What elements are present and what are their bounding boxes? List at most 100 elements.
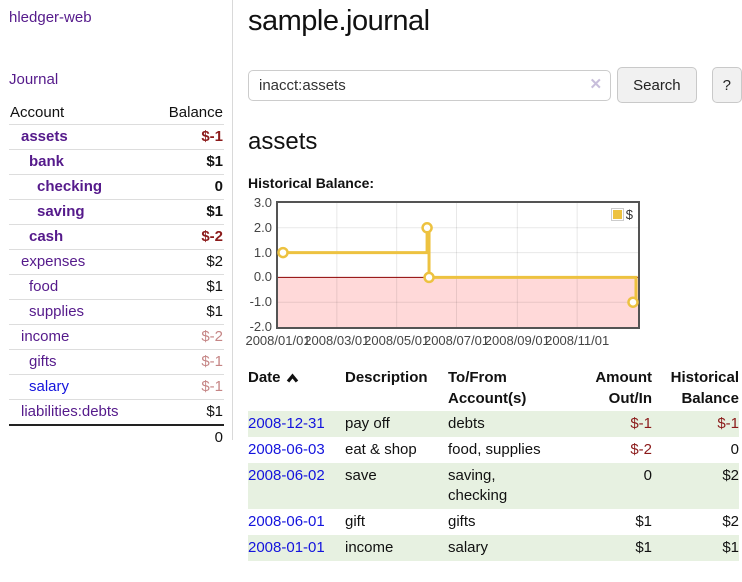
account-link[interactable]: saving xyxy=(37,203,85,220)
account-row: salary $-1 xyxy=(9,374,224,400)
account-column-header: Account xyxy=(10,104,65,121)
app-title-link[interactable]: hledger-web xyxy=(9,9,92,26)
account-cell: cash xyxy=(9,224,152,250)
register-description-cell: pay off xyxy=(345,415,390,432)
account-balance: $-2 xyxy=(151,324,224,350)
account-row: liabilities:debts $1 xyxy=(9,399,224,425)
register-row: 2008-01-01 income salary $1 $1 xyxy=(248,535,739,561)
register-description-cell: income xyxy=(345,539,394,556)
x-axis-tick-label: 2008/09/01 xyxy=(484,333,550,348)
account-link[interactable]: liabilities:debts xyxy=(21,403,119,420)
register-amount-cell: $1 xyxy=(635,539,652,556)
search-form: ✕ Search ? xyxy=(248,67,742,103)
x-axis-tick-label: 2008/07/01 xyxy=(423,333,490,348)
account-link[interactable]: salary xyxy=(29,378,70,395)
register-balance-cell: $1 xyxy=(722,539,739,556)
help-button[interactable]: ? xyxy=(711,67,742,103)
y-axis-tick-label: -2.0 xyxy=(249,319,272,334)
sidebar: hledger-web Journal Account Balance asse… xyxy=(0,0,233,450)
account-balance: $-1 xyxy=(151,124,224,150)
transaction-date-link[interactable]: 2008-12-31 xyxy=(248,415,325,432)
transaction-date-link[interactable]: 2008-01-01 xyxy=(248,539,325,556)
register-row: 2008-06-03 eat & shop food, supplies $-2 0 xyxy=(248,437,739,463)
register-accounts-cell: food, supplies xyxy=(448,441,541,458)
main-panel: sample.journal ✕ Search ? assets Histori… xyxy=(245,0,742,561)
account-link[interactable]: income xyxy=(21,328,70,345)
account-cell: supplies xyxy=(9,299,152,325)
register-row: 2008-06-02 save saving, checking 0 $2 xyxy=(248,463,739,509)
page-title: sample.journal xyxy=(248,5,430,37)
register-accounts-cell: salary xyxy=(448,539,489,556)
account-cell: food xyxy=(9,274,152,300)
account-total-row: 0 xyxy=(9,424,224,450)
account-row: bank $1 xyxy=(9,149,224,175)
register-description-cell: save xyxy=(345,467,377,484)
account-balance: $-2 xyxy=(151,224,224,250)
clear-search-icon[interactable]: ✕ xyxy=(589,75,603,93)
register-header-description: Description xyxy=(345,369,428,386)
account-link[interactable]: food xyxy=(29,278,59,295)
account-link[interactable]: cash xyxy=(29,228,64,245)
register-amount-cell: $-1 xyxy=(630,415,652,432)
account-cell: gifts xyxy=(9,349,152,375)
account-row: gifts $-1 xyxy=(9,349,224,375)
register-row: 2008-06-01 gift gifts $1 $2 xyxy=(248,509,739,535)
register-header-accounts: To/From Account(s) xyxy=(448,369,527,407)
transaction-date-link[interactable]: 2008-06-02 xyxy=(248,467,325,484)
account-total-balance: 0 xyxy=(151,424,224,450)
x-axis-tick-label: 2008/03/01 xyxy=(304,333,370,348)
y-axis-tick-label: 2.0 xyxy=(253,219,272,235)
account-cell: checking xyxy=(9,174,152,200)
x-axis-tick-label: 2008/05/01 xyxy=(364,333,430,348)
register-amount-cell: $1 xyxy=(635,513,652,530)
sidebar-item-journal[interactable]: Journal xyxy=(9,71,59,88)
register-date-cell: 2008-01-01 xyxy=(248,535,345,561)
register-header-balance: Historical Balance xyxy=(670,369,739,407)
account-link[interactable]: expenses xyxy=(21,253,86,270)
chart-canvas xyxy=(277,203,639,327)
account-cell: income xyxy=(9,324,152,350)
register-date-cell: 2008-12-31 xyxy=(248,411,345,437)
legend-swatch-icon xyxy=(610,208,624,221)
account-balance: $-1 xyxy=(151,349,224,375)
account-link[interactable]: gifts xyxy=(29,353,57,370)
register-amount-cell: $-2 xyxy=(630,441,652,458)
search-input[interactable] xyxy=(248,69,612,101)
y-axis-tick-label: -1.0 xyxy=(249,294,272,310)
account-balance: $1 xyxy=(151,199,224,225)
register-rows: 2008-12-31 pay off debts $-1 $-1 2008-06-03 ea… xyxy=(248,411,739,561)
register-balance-cell: 0 xyxy=(730,441,739,458)
account-total-spacer xyxy=(9,424,152,450)
account-link[interactable]: supplies xyxy=(29,303,85,320)
register-date-cell: 2008-06-02 xyxy=(248,463,345,509)
legend-label: $ xyxy=(625,207,633,222)
register-header-date[interactable]: Date xyxy=(248,365,345,411)
account-cell: assets xyxy=(9,124,152,150)
account-balance: $1 xyxy=(151,274,224,300)
account-balance: $2 xyxy=(151,249,224,275)
register-amount-cell: 0 xyxy=(643,467,652,484)
account-balance: 0 xyxy=(151,174,224,200)
account-balance: $1 xyxy=(151,299,224,325)
transaction-date-link[interactable]: 2008-06-03 xyxy=(248,441,325,458)
x-axis-tick-label: 2008/01/01 xyxy=(245,333,311,348)
register-balance-cell: $2 xyxy=(722,467,739,484)
account-link[interactable]: bank xyxy=(29,153,65,170)
account-heading: assets xyxy=(248,128,318,155)
transaction-date-link[interactable]: 2008-06-01 xyxy=(248,513,325,530)
account-link[interactable]: checking xyxy=(37,178,103,195)
register-description-cell: gift xyxy=(345,513,366,530)
account-rows: assets $-1 bank $1 checking 0 saving $1 cash $-2 e… xyxy=(9,124,224,425)
chart-plot-area[interactable]: $ xyxy=(276,201,640,329)
register-description-cell: eat & shop xyxy=(345,441,417,458)
account-balance: $1 xyxy=(151,149,224,175)
search-button[interactable]: Search xyxy=(617,67,697,103)
register-row: 2008-12-31 pay off debts $-1 $-1 xyxy=(248,411,739,437)
register-accounts-cell: gifts xyxy=(448,513,476,530)
account-link[interactable]: assets xyxy=(21,128,68,145)
balance-column-header: Balance xyxy=(168,104,223,121)
account-row: checking 0 xyxy=(9,174,224,200)
register-balance-cell: $-1 xyxy=(717,415,739,432)
register-header-date-label: Date xyxy=(248,369,281,386)
account-row: food $1 xyxy=(9,274,224,300)
